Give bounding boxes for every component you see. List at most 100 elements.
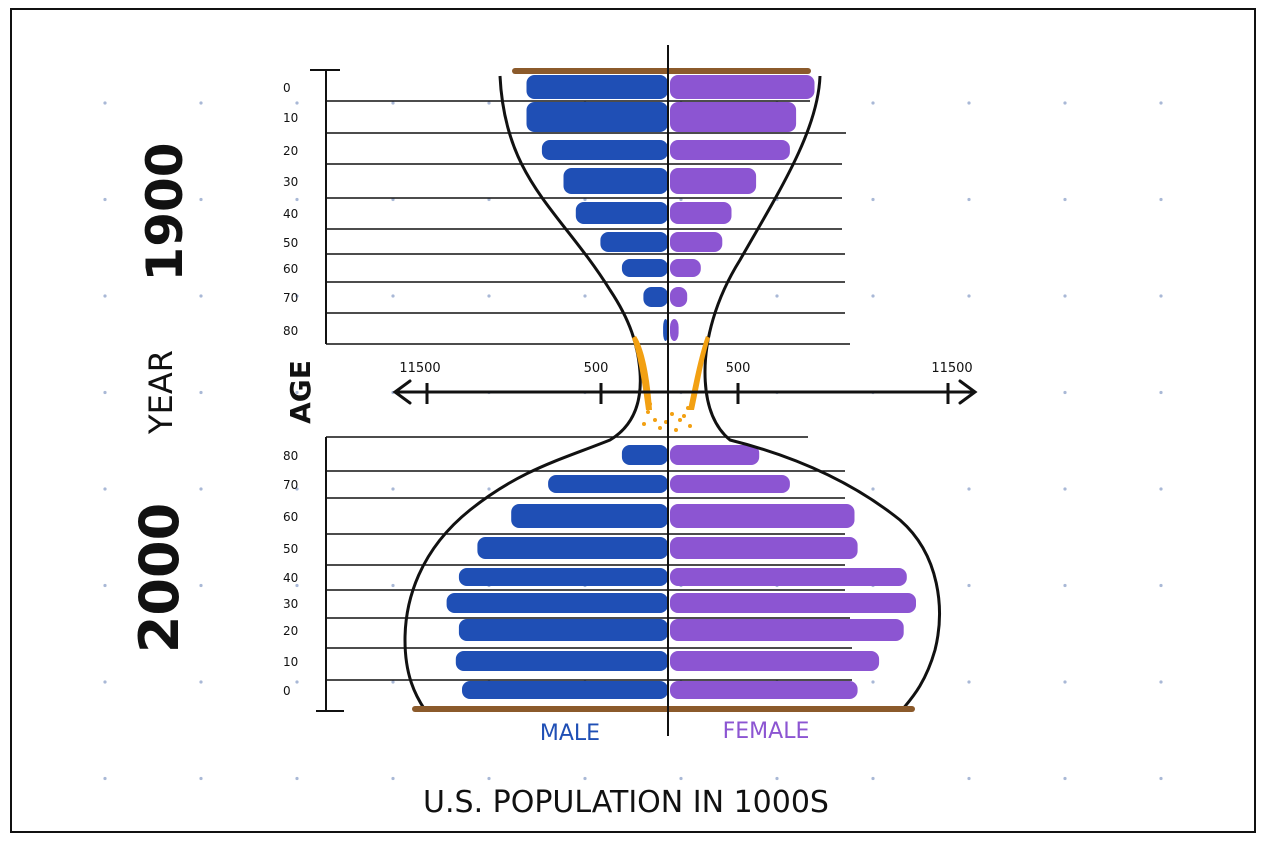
bar-female-1900-age-30 [670,168,757,194]
grid-dot [199,390,203,395]
grid-dot [391,101,395,105]
grid-dot [1063,390,1067,395]
grid-dot [1159,390,1163,395]
grid-dot [487,294,491,298]
grid-dot [1159,583,1163,588]
bar-male-1900-age-0 [526,75,668,99]
grid-dot [199,197,203,202]
grid-dot [871,294,875,298]
age-tick-label: 20 [283,624,298,638]
bar-male-2000-age-10 [455,651,668,671]
grid-dot [583,776,587,781]
age-tick-label: 10 [283,655,298,669]
age-tick-label: 80 [283,324,298,338]
grid-dot [199,294,203,298]
grid-dot [967,294,971,298]
bar-male-2000-age-80 [621,445,668,465]
bar-female-1900-age-40 [670,202,732,224]
bar-female-1900-age-20 [670,140,790,160]
bar-male-2000-age-0 [462,681,668,699]
age-axis-label: AGE [284,360,317,424]
age-tick-label: 70 [283,478,298,492]
sand-grain [658,426,662,430]
sand-particles [642,402,692,432]
bar-female-1900-age-0 [670,75,815,99]
grid-dot [487,101,491,105]
bar-female-2000-age-80 [670,445,760,465]
bar-male-1900-age-60 [621,259,668,277]
sand-grain [688,424,692,428]
bar-male-1900-age-70 [643,287,668,307]
bar-male-2000-age-30 [446,593,668,613]
sand-grain [670,412,674,416]
sand-left-stream [632,336,652,410]
age-tick-labels: 0 10 20 30 40 50 60 70 80 80 70 60 50 40 30 20 10 0 [283,81,298,698]
axes-layer [310,45,978,736]
x-tick-label: 11500 [931,361,972,376]
bar-male-2000-age-40 [458,568,668,586]
sand-grain [642,422,646,426]
labels-layer: 11500 500 500 11500 AGE YEAR 1900 2000 M… [128,142,973,820]
grid-dot [967,101,971,105]
grid-dot [1063,197,1067,202]
grid-dot [199,680,203,684]
age-tick-label: 60 [283,262,298,276]
hourglass-bases [412,68,915,712]
grid-dot [487,776,491,781]
grid-dot [967,197,971,202]
age-tick-label: 20 [283,144,298,158]
bar-female-2000-age-30 [670,593,916,613]
grid-dot [295,487,299,491]
bar-male-2000-age-50 [477,537,669,559]
grid-dot [295,583,299,588]
age-tick-label: 80 [283,449,298,463]
grid-dot [871,680,875,684]
grid-dot [1063,776,1067,781]
grid-dot [1159,294,1163,298]
age-tick-label: 50 [283,542,298,556]
grid-dot [391,776,395,781]
grid-dot [391,294,395,298]
grid-dot [1159,776,1163,781]
grid-dot [295,776,299,781]
bar-male-2000-age-20 [458,619,668,641]
grid-dot [967,487,971,491]
sand-grain [646,410,650,414]
grid-dot [871,197,875,202]
grid-dot [391,680,395,684]
grid-dot [487,487,491,491]
sand-grain [653,418,657,422]
bar-female-2000-age-10 [670,651,880,671]
grid-dot [199,776,203,781]
grid-dot [295,101,299,105]
grid-dot [295,294,299,298]
grid-dot [199,101,203,105]
grid-dot [1159,680,1163,684]
bar-male-1900-age-50 [600,232,669,252]
grid-dot [871,776,875,781]
grid-dot [199,583,203,588]
legend-male: MALE [540,721,600,746]
age-tick-label: 50 [283,236,298,250]
bar-female-2000-age-0 [670,681,858,699]
grid-dot [1063,101,1067,105]
grid-dot [103,294,107,298]
grid-dot [103,197,107,202]
grid-dot [1063,294,1067,298]
hourglass-right-upper [703,75,941,711]
bar-female-1900-age-10 [670,102,797,132]
year-axis-label: YEAR [142,350,180,435]
age-tick-label: 70 [283,291,298,305]
bar-female-1900-age-50 [670,232,723,252]
x-tick-label: 11500 [399,361,440,376]
bar-male-2000-age-70 [548,475,668,493]
age-tick-label: 10 [283,111,298,125]
grid-dot [103,776,107,781]
bars-layer [446,75,916,699]
grid-dot [295,390,299,395]
age-tick-label: 0 [283,684,291,698]
grid-dot [103,680,107,684]
grid-dot [295,680,299,684]
grid-dot [583,294,587,298]
age-tick-label: 30 [283,597,298,611]
